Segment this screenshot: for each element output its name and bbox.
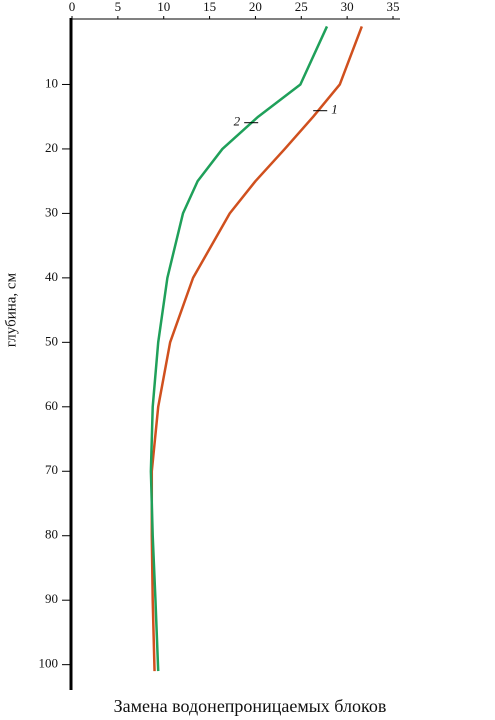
series-label: 1 (331, 102, 338, 117)
y-tick-label: 20 (45, 140, 58, 155)
x-tick-label: 5 (115, 0, 122, 14)
chart-title: Замена водонепроницаемых блоков (114, 696, 387, 716)
x-tick-label: 30 (341, 0, 354, 14)
y-tick-label: 90 (45, 591, 58, 606)
y-tick-label: 40 (45, 269, 58, 284)
series-line (149, 25, 329, 672)
y-tick-label: 60 (45, 398, 58, 413)
x-tick-label: 25 (295, 0, 308, 14)
y-axis-label: глубина, см (3, 272, 19, 347)
y-tick-label: 50 (45, 333, 58, 348)
x-tick-label: 20 (249, 0, 262, 14)
series-label: 2 (234, 114, 241, 129)
y-tick-label: 10 (45, 75, 58, 90)
y-tick-label: 80 (45, 527, 58, 542)
x-tick-label: 0 (69, 0, 76, 14)
y-tick-label: 70 (45, 462, 58, 477)
x-tick-label: 10 (157, 0, 170, 14)
x-tick-label: 35 (387, 0, 400, 14)
y-tick-label: 100 (39, 656, 59, 671)
x-tick-label: 15 (203, 0, 216, 14)
y-tick-label: 30 (45, 204, 58, 219)
